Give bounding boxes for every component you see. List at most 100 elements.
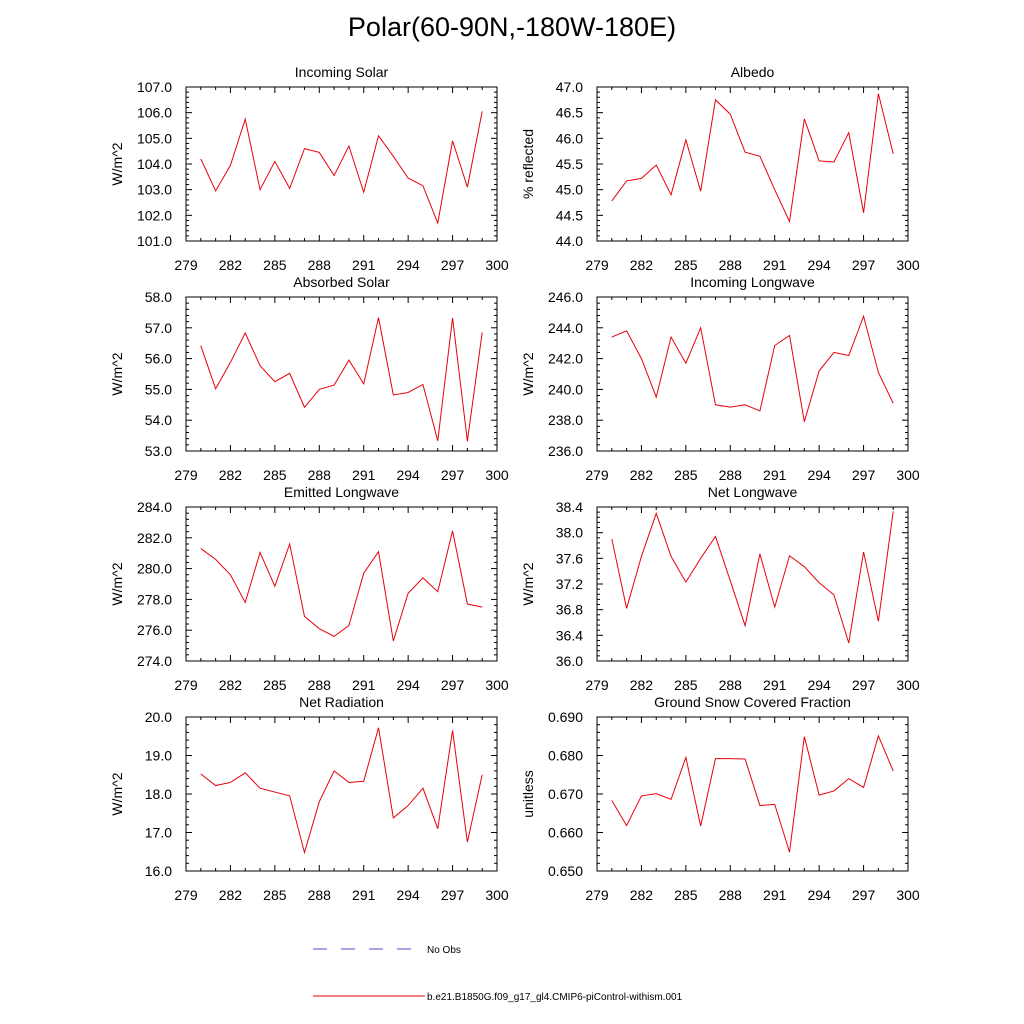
y-tick-label: 101.0 xyxy=(137,233,172,249)
y-tick-label: 242.0 xyxy=(548,351,583,367)
panel-title: Albedo xyxy=(731,64,775,80)
y-tick-label: 0.690 xyxy=(548,709,583,725)
y-tick-label: 104.0 xyxy=(137,156,172,172)
y-tick-label: 44.5 xyxy=(556,207,583,223)
x-tick-label: 300 xyxy=(896,257,920,273)
x-tick-label: 291 xyxy=(763,887,787,903)
y-tick-label: 240.0 xyxy=(548,381,583,397)
y-axis-label: W/m^2 xyxy=(109,772,125,815)
x-tick-label: 291 xyxy=(763,677,787,693)
chart-panel-8: Ground Snow Covered Fraction unitless 279 2… xyxy=(520,694,920,903)
y-tick-label: 46.0 xyxy=(556,130,583,146)
x-tick-label: 294 xyxy=(396,257,420,273)
series-line-1 xyxy=(611,93,894,224)
x-tick-label: 288 xyxy=(719,467,743,483)
x-tick-label: 279 xyxy=(174,887,198,903)
y-tick-label: 0.650 xyxy=(548,863,583,879)
x-tick-label: 291 xyxy=(763,467,787,483)
chart-panel-4: Incoming Longwave W/m^2 279 282 285 288 291 294… xyxy=(520,274,920,483)
x-tick-label: 279 xyxy=(174,467,198,483)
y-tick-label: 44.0 xyxy=(556,233,583,249)
x-tick-label: 279 xyxy=(585,677,609,693)
y-tick-label: 274.0 xyxy=(137,653,172,669)
y-tick-label: 55.0 xyxy=(145,381,172,397)
chart-panel-3: Absorbed Solar W/m^2 279 282 285 288 291 294 297… xyxy=(109,274,509,483)
x-tick-label: 297 xyxy=(852,467,876,483)
y-tick-label: 16.0 xyxy=(145,863,172,879)
x-tick-label: 288 xyxy=(719,257,743,273)
x-tick-label: 282 xyxy=(219,887,243,903)
y-tick-label: 58.0 xyxy=(145,289,172,305)
series-line-1 xyxy=(200,317,483,442)
x-tick-label: 294 xyxy=(396,887,420,903)
x-tick-label: 285 xyxy=(674,257,698,273)
series-line-1 xyxy=(611,314,894,422)
y-tick-label: 56.0 xyxy=(145,351,172,367)
x-tick-label: 279 xyxy=(174,677,198,693)
y-tick-label: 19.0 xyxy=(145,748,172,764)
plot-frame xyxy=(596,716,909,872)
y-tick-label: 53.0 xyxy=(145,443,172,459)
x-tick-label: 279 xyxy=(174,257,198,273)
y-tick-label: 244.0 xyxy=(548,320,583,336)
x-tick-label: 300 xyxy=(485,887,509,903)
y-tick-label: 38.4 xyxy=(556,499,583,515)
x-tick-label: 297 xyxy=(852,677,876,693)
x-tick-label: 282 xyxy=(630,677,654,693)
chart-panel-5: Emitted Longwave W/m^2 279 282 285 288 291 294 2… xyxy=(109,484,509,693)
x-tick-label: 297 xyxy=(441,887,465,903)
x-tick-label: 285 xyxy=(674,887,698,903)
panel-title: Absorbed Solar xyxy=(293,274,390,290)
y-tick-label: 238.0 xyxy=(548,412,583,428)
x-tick-label: 282 xyxy=(219,467,243,483)
y-tick-label: 37.2 xyxy=(556,576,583,592)
x-tick-label: 282 xyxy=(219,257,243,273)
x-tick-label: 279 xyxy=(585,467,609,483)
y-tick-label: 46.5 xyxy=(556,105,583,121)
y-tick-label: 103.0 xyxy=(137,182,172,198)
y-tick-label: 107.0 xyxy=(137,79,172,95)
y-axis-label: unitless xyxy=(520,770,536,817)
y-axis-label: W/m^2 xyxy=(520,352,536,395)
y-tick-label: 0.670 xyxy=(548,786,583,802)
plot-frame xyxy=(185,716,498,872)
y-tick-label: 278.0 xyxy=(137,591,172,607)
x-tick-label: 291 xyxy=(352,887,376,903)
x-tick-label: 291 xyxy=(763,257,787,273)
x-tick-label: 288 xyxy=(719,887,743,903)
y-tick-label: 284.0 xyxy=(137,499,172,515)
panel-title: Incoming Solar xyxy=(295,64,389,80)
panel-title: Emitted Longwave xyxy=(284,484,399,500)
figure-title: Polar(60-90N,-180W-180E) xyxy=(347,12,677,42)
plot-frame xyxy=(185,506,498,662)
x-tick-label: 300 xyxy=(485,677,509,693)
x-tick-label: 291 xyxy=(352,257,376,273)
chart-panel-2: Albedo % reflected 279 282 285 288 291 294 297 30… xyxy=(520,64,920,273)
x-tick-label: 291 xyxy=(352,677,376,693)
x-tick-label: 279 xyxy=(585,887,609,903)
series-line-1 xyxy=(200,727,483,855)
x-tick-label: 300 xyxy=(896,467,920,483)
y-tick-label: 20.0 xyxy=(145,709,172,725)
plot-frame xyxy=(596,296,909,452)
series-line-1 xyxy=(611,734,894,853)
x-tick-label: 294 xyxy=(396,467,420,483)
x-tick-label: 291 xyxy=(352,467,376,483)
y-tick-label: 0.680 xyxy=(548,748,583,764)
y-axis-label: W/m^2 xyxy=(109,352,125,395)
y-tick-label: 17.0 xyxy=(145,825,172,841)
y-tick-label: 36.4 xyxy=(556,627,583,643)
y-axis-label: W/m^2 xyxy=(109,562,125,605)
y-tick-label: 236.0 xyxy=(548,443,583,459)
y-tick-label: 36.0 xyxy=(556,653,583,669)
x-tick-label: 300 xyxy=(485,467,509,483)
x-tick-label: 282 xyxy=(630,887,654,903)
y-tick-label: 106.0 xyxy=(137,105,172,121)
x-tick-label: 288 xyxy=(308,467,332,483)
chart-panel-7: Net Radiation W/m^2 279 282 285 288 291 294 297 3… xyxy=(109,694,509,903)
x-tick-label: 285 xyxy=(674,467,698,483)
y-tick-label: 45.0 xyxy=(556,182,583,198)
y-tick-label: 57.0 xyxy=(145,320,172,336)
x-tick-label: 285 xyxy=(263,887,287,903)
